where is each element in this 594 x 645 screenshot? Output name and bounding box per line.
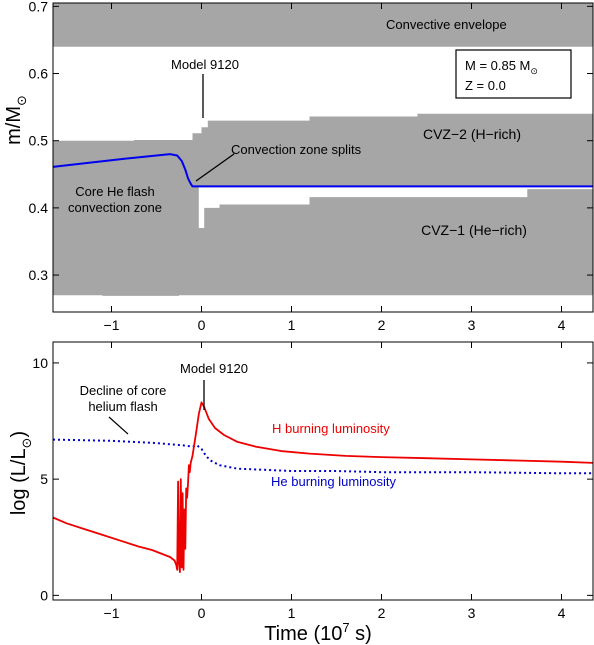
flash-zone-boundary-line xyxy=(52,153,593,188)
label-model-9120-bottom: Model 9120 xyxy=(180,361,248,376)
luminosity-panel: −1 0 1 2 3 4 0 5 10 log (L/L⊙) Time (107 s) Mode… xyxy=(8,341,594,645)
splits-pointer-line xyxy=(195,153,235,182)
x-tick-label: 3 xyxy=(468,605,476,621)
luminosity-plot-area xyxy=(52,401,594,573)
x-axis-title: Time (107 s) xyxy=(264,620,372,645)
x-tick-label: 2 xyxy=(378,605,386,621)
y-tick-label: 0.6 xyxy=(29,66,49,82)
y-tick-label: 0 xyxy=(40,587,48,603)
top-tick-marks: −1 0 1 2 3 4 0.3 0.4 0.5 0.6 0.7 xyxy=(29,0,593,333)
x-tick-label: 4 xyxy=(558,605,566,621)
top-y-axis-title: m/M⊙ xyxy=(3,95,29,145)
label-convection-zone-splits: Convection zone splits xyxy=(231,142,362,157)
x-tick-label: 0 xyxy=(198,605,206,621)
y-tick-label: 10 xyxy=(32,355,48,371)
y-tick-label: 0.3 xyxy=(29,267,49,283)
y-tick-label: 0.5 xyxy=(29,133,49,149)
convection-zone-region xyxy=(53,113,593,296)
x-tick-label: −1 xyxy=(104,605,120,621)
mass-profile-panel: −1 0 1 2 3 4 0.3 0.4 0.5 0.6 0.7 m/M⊙ Convective e… xyxy=(3,0,594,333)
label-model-9120-top: Model 9120 xyxy=(171,57,239,72)
x-tick-label: 3 xyxy=(468,317,476,333)
bottom-tick-marks: −1 0 1 2 3 4 0 5 10 xyxy=(32,342,593,621)
label-convection-zone: convection zone xyxy=(68,200,162,215)
x-tick-label: −1 xyxy=(104,317,120,333)
convective-envelope-zone xyxy=(53,3,593,47)
label-core-he-flash: Core He flash xyxy=(75,184,154,199)
x-tick-label: 2 xyxy=(378,317,386,333)
h-burning-line xyxy=(52,401,594,573)
y-tick-label: 5 xyxy=(40,471,48,487)
label-convective-envelope: Convective envelope xyxy=(386,17,507,32)
zone-split-gap xyxy=(198,186,594,228)
label-metallicity: Z = 0.0 xyxy=(465,78,506,93)
convection-zones-plot-area xyxy=(52,3,594,296)
legend-box xyxy=(455,49,572,99)
y-tick-label: 0.7 xyxy=(29,0,49,14)
label-helium-flash: helium flash xyxy=(88,399,157,414)
label-mass: M = 0.85 M⊙ xyxy=(465,58,538,76)
x-tick-label: 1 xyxy=(288,605,296,621)
label-cvz2: CVZ−2 (H−rich) xyxy=(423,126,521,142)
x-tick-label: 1 xyxy=(288,317,296,333)
x-tick-label: 0 xyxy=(198,317,206,333)
bottom-panel-frame xyxy=(52,341,594,601)
top-panel-frame xyxy=(52,2,594,313)
legend-he-burning: He burning luminosity xyxy=(271,474,397,489)
label-decline-of-core: Decline of core xyxy=(80,383,167,398)
legend-h-burning: H burning luminosity xyxy=(272,421,390,436)
x-tick-label: 4 xyxy=(558,317,566,333)
decline-pointer-line xyxy=(108,416,129,435)
label-cvz1: CVZ−1 (He−rich) xyxy=(421,222,527,238)
he-burning-line xyxy=(52,438,593,475)
bottom-y-axis-title: log (L/L⊙) xyxy=(8,431,34,515)
y-tick-label: 0.4 xyxy=(29,200,49,216)
